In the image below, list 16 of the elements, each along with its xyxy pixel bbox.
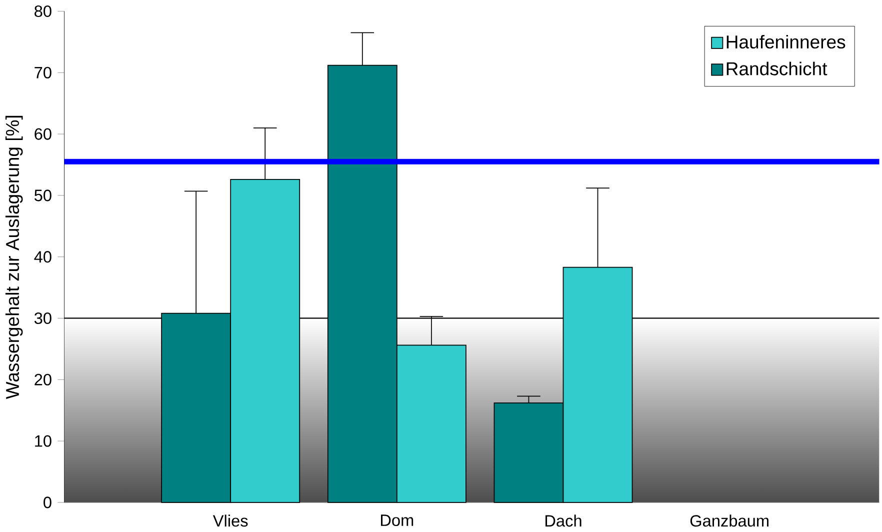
y-tick-label: 70 [34,66,52,78]
x-tick-label: Vlies [212,514,248,527]
legend-label: Haufeninneres [726,34,846,48]
y-tick-label: 30 [34,312,52,324]
y-tick-label: 50 [34,190,52,202]
y-tick-label: 10 [35,435,52,447]
y-tick-label: 40 [34,250,52,263]
y-tick-label: 80 [34,5,52,17]
y-tick-label: 60 [34,128,52,140]
y-tick-label: 20 [34,374,52,386]
x-tick-label: Ganzbaum [690,514,768,527]
x-tick-label: Dach [545,514,582,527]
x-tick-label: Dom [380,514,414,526]
y-tick-label: 0 [44,496,52,508]
y-axis-title: Wassergehalt zur Auslagerung [%] [5,116,23,399]
legend-label: Randschicht [726,62,828,76]
